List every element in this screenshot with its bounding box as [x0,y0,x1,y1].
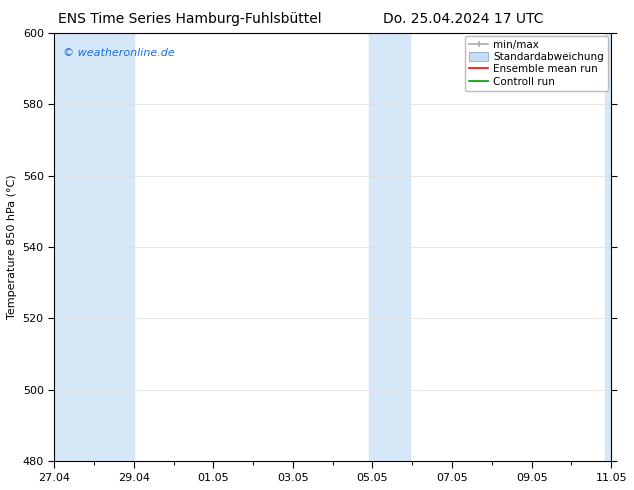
Legend: min/max, Standardabweichung, Ensemble mean run, Controll run: min/max, Standardabweichung, Ensemble me… [465,36,608,91]
Bar [54,33,134,461]
Text: Do. 25.04.2024 17 UTC: Do. 25.04.2024 17 UTC [382,12,543,26]
Bar [377,33,410,461]
Text: ENS Time Series Hamburg-Fuhlsbüttel: ENS Time Series Hamburg-Fuhlsbüttel [58,12,322,26]
Bar [605,33,611,461]
Text: © weatheronline.de: © weatheronline.de [63,48,174,58]
Bar [368,33,377,461]
Y-axis label: Temperature 850 hPa (°C): Temperature 850 hPa (°C) [7,175,17,319]
